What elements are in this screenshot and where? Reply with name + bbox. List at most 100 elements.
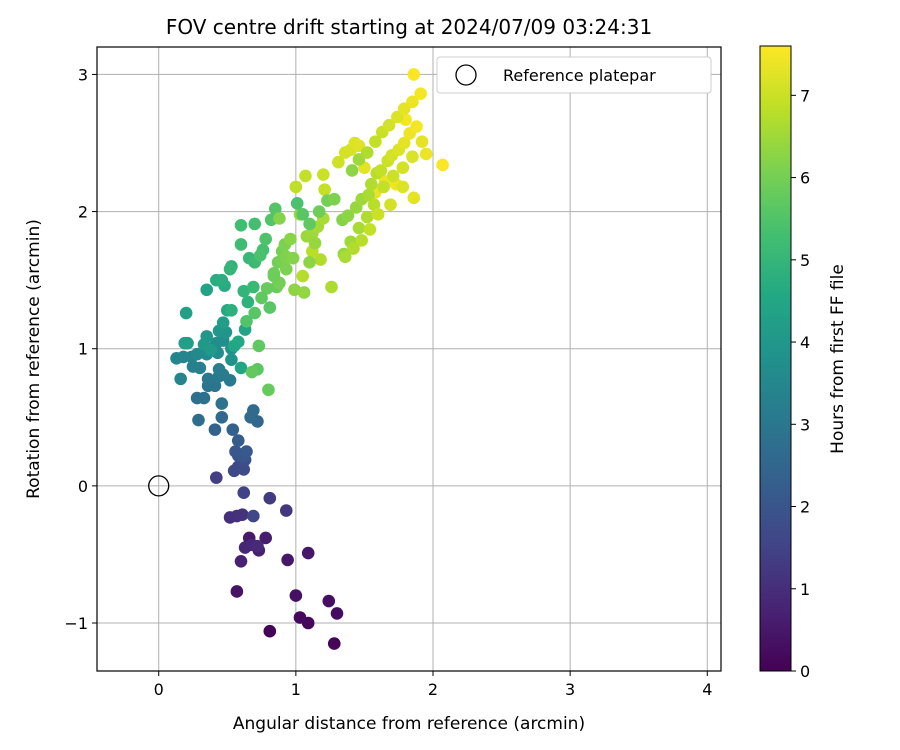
data-point <box>226 423 240 436</box>
data-point <box>367 198 381 212</box>
data-point <box>241 295 255 309</box>
data-point <box>245 365 259 379</box>
data-point <box>210 471 223 484</box>
data-point <box>289 180 303 194</box>
data-point <box>288 283 301 297</box>
data-point <box>263 491 277 505</box>
data-point <box>406 95 419 109</box>
data-point <box>215 273 229 287</box>
data-point <box>338 250 352 264</box>
legend-label: Reference platepar <box>503 66 656 85</box>
data-point <box>364 177 378 191</box>
data-point <box>240 314 253 328</box>
data-point <box>215 397 229 410</box>
legend-marker-icon <box>455 64 477 86</box>
data-point <box>225 353 238 366</box>
plot-frame <box>96 46 722 672</box>
data-point <box>363 223 377 236</box>
data-point <box>208 423 222 436</box>
data-point <box>386 169 400 183</box>
data-point <box>234 361 248 375</box>
data-point <box>347 242 360 255</box>
data-point <box>382 118 396 132</box>
data-point <box>290 197 304 210</box>
data-point <box>414 87 427 100</box>
data-point <box>201 372 215 386</box>
data-point <box>247 280 260 294</box>
y-axis-label: Rotation from reference (arcmin) <box>24 219 44 499</box>
data-point <box>289 589 303 602</box>
data-point <box>225 304 238 317</box>
data-point <box>231 434 245 447</box>
data-point <box>237 284 251 298</box>
x-tick-label: 4 <box>702 680 712 699</box>
data-point <box>174 372 187 386</box>
data-point <box>407 68 421 81</box>
chart-title: FOV centre drift starting at 2024/07/09 … <box>166 15 652 39</box>
data-point <box>396 180 410 194</box>
legend: Reference platepar <box>436 56 712 94</box>
data-point <box>296 269 310 283</box>
data-point <box>360 210 374 224</box>
data-point <box>327 637 341 650</box>
data-point <box>406 150 419 164</box>
data-point <box>318 183 331 196</box>
data-point <box>248 306 262 320</box>
data-point <box>255 291 268 305</box>
data-point <box>204 343 218 357</box>
x-tick-label: 1 <box>291 680 301 699</box>
x-tick-label: 0 <box>154 680 164 699</box>
data-point <box>273 212 286 225</box>
data-point <box>215 410 229 424</box>
data-point <box>229 445 242 458</box>
data-point <box>360 146 374 159</box>
data-point <box>237 486 251 500</box>
data-point <box>415 135 429 148</box>
data-point <box>177 350 190 364</box>
data-point <box>262 383 275 397</box>
data-point <box>186 360 200 373</box>
data-point <box>234 554 248 568</box>
data-point <box>314 253 327 266</box>
x-axis-label: Angular distance from reference (arcmin) <box>233 714 585 734</box>
data-point <box>247 509 260 523</box>
data-point <box>230 585 244 598</box>
data-point <box>316 168 330 181</box>
data-point <box>267 269 281 283</box>
data-point <box>419 147 433 161</box>
data-point <box>279 262 293 276</box>
colorbar-tick-label: 4 <box>800 333 810 352</box>
data-point <box>223 262 237 276</box>
colorbar-tick-label: 1 <box>800 580 810 599</box>
data-point <box>301 546 315 560</box>
data-point <box>308 236 322 250</box>
data-point <box>231 335 245 349</box>
y-tick-label: 0 <box>78 477 88 496</box>
data-point <box>240 445 253 458</box>
data-point <box>369 135 382 148</box>
data-point <box>263 624 277 638</box>
data-point <box>330 607 344 620</box>
reference-platepar-marker <box>148 475 170 497</box>
data-point <box>251 539 264 553</box>
data-point <box>178 336 192 350</box>
data-point <box>260 282 274 295</box>
data-point <box>362 188 375 202</box>
data-point <box>234 238 248 251</box>
y-tick-label: −1 <box>64 614 88 633</box>
data-point <box>410 120 423 133</box>
colorbar-tick-label: 7 <box>800 86 810 105</box>
data-points <box>170 68 449 650</box>
colorbar-tick-label: 2 <box>800 498 810 517</box>
data-point <box>355 234 368 247</box>
data-point <box>284 232 297 246</box>
colorbar-ticks: 0 1 2 3 4 5 6 7 <box>791 86 810 681</box>
reference-marker <box>148 475 170 497</box>
data-point <box>234 218 248 232</box>
data-point <box>297 286 311 299</box>
data-point <box>197 391 211 405</box>
data-point <box>325 280 338 294</box>
y-tick-label: 3 <box>78 65 88 84</box>
data-point <box>247 404 260 417</box>
data-point <box>248 217 262 231</box>
